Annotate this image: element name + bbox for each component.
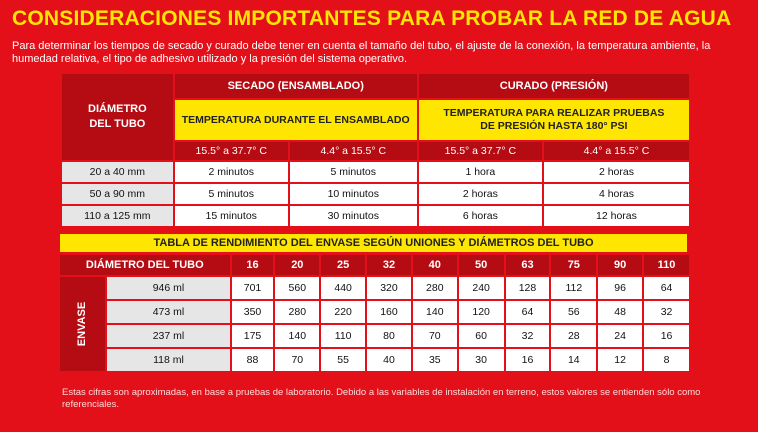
diameter-value: 25 (321, 255, 366, 275)
container-size: 946 ml (107, 277, 230, 299)
yield-cell: 140 (412, 301, 457, 323)
yield-cell: 64 (505, 301, 550, 323)
temp-range: 15.5° a 37.7° C (174, 142, 288, 160)
yield-cell: 96 (598, 277, 643, 299)
intro-paragraph: Para determinar los tiempos de secado y … (12, 40, 711, 65)
yield-cell: 60 (458, 325, 504, 347)
table-row: 237 ml 175 140 110 80 70 60 32 28 24 16 (60, 325, 689, 347)
yield-cell: 701 (231, 277, 274, 299)
diameter-value: 75 (551, 255, 597, 275)
time-cell: 10 minutos (289, 184, 417, 204)
yield-cell: 350 (231, 301, 274, 323)
page-title: CONSIDERACIONES IMPORTANTES PARA PROBAR … (12, 7, 732, 30)
table-row: 118 ml 88 70 55 40 35 30 16 14 12 8 (60, 349, 689, 371)
yield-cell: 560 (275, 277, 320, 299)
curado-header: CURADO (PRESIÓN) (418, 74, 689, 98)
drying-curing-table: DIÁMETRO DEL TUBO SECADO (ENSAMBLADO) CU… (60, 72, 691, 228)
diameter-header-row: DIÁMETRO DEL TUBO 16 20 25 32 40 50 63 7… (60, 255, 689, 275)
diameter-value: 63 (505, 255, 550, 275)
envase-label-text: ENVASE (76, 301, 89, 347)
yield-cell: 280 (412, 277, 457, 299)
yield-cell: 320 (367, 277, 411, 299)
yield-cell: 12 (598, 349, 643, 371)
yield-cell: 55 (321, 349, 366, 371)
yield-cell: 140 (275, 325, 320, 347)
footnote: Estas cifras son aproximadas, en base a … (62, 387, 701, 410)
yield-cell: 70 (412, 325, 457, 347)
time-cell: 4 horas (543, 184, 689, 204)
yield-cell: 280 (275, 301, 320, 323)
diameter-cell: 20 a 40 mm (62, 162, 173, 182)
diameter-value: 20 (275, 255, 320, 275)
yield-cell: 16 (644, 325, 689, 347)
yield-cell: 32 (505, 325, 550, 347)
temp-range: 4.4° a 15.5° C (543, 142, 689, 160)
table-row: 50 a 90 mm 5 minutos 10 minutos 2 horas … (62, 184, 689, 204)
container-size: 473 ml (107, 301, 230, 323)
table-row: 110 a 125 mm 15 minutos 30 minutos 6 hor… (62, 206, 689, 226)
table-row: 20 a 40 mm 2 minutos 5 minutos 1 hora 2 … (62, 162, 689, 182)
yield-cell: 160 (367, 301, 411, 323)
yield-cell: 28 (551, 325, 597, 347)
yield-cell: 175 (231, 325, 274, 347)
time-cell: 30 minutos (289, 206, 417, 226)
yield-diameter-header: DIÁMETRO DEL TUBO (60, 255, 230, 275)
yield-cell: 440 (321, 277, 366, 299)
time-cell: 15 minutos (174, 206, 288, 226)
yield-cell: 88 (231, 349, 274, 371)
yield-cell: 110 (321, 325, 366, 347)
yield-cell: 40 (367, 349, 411, 371)
time-cell: 2 minutos (174, 162, 288, 182)
yield-cell: 35 (412, 349, 457, 371)
yield-cell: 120 (458, 301, 504, 323)
yield-cell: 70 (275, 349, 320, 371)
yield-cell: 80 (367, 325, 411, 347)
diameter-value: 32 (367, 255, 411, 275)
diameter-value: 90 (598, 255, 643, 275)
time-cell: 5 minutos (289, 162, 417, 182)
time-cell: 1 hora (418, 162, 542, 182)
yield-cell: 8 (644, 349, 689, 371)
yield-cell: 16 (505, 349, 550, 371)
diameter-value: 16 (231, 255, 274, 275)
diameter-value: 40 (412, 255, 457, 275)
diameter-header: DIÁMETRO DEL TUBO (62, 74, 173, 160)
temp-range: 15.5° a 37.7° C (418, 142, 542, 160)
time-cell: 12 horas (543, 206, 689, 226)
diameter-cell: 110 a 125 mm (62, 206, 173, 226)
diameter-value: 110 (644, 255, 689, 275)
time-cell: 6 horas (418, 206, 542, 226)
table-row: ENVASE 946 ml 701 560 440 320 280 240 12… (60, 277, 689, 371)
yield-cell: 30 (458, 349, 504, 371)
curado-temperature-header: TEMPERATURA PARA REALIZAR PRUEBAS DE PRE… (418, 100, 689, 140)
yield-cell: 14 (551, 349, 597, 371)
yield-cell: 24 (598, 325, 643, 347)
secado-header: SECADO (ENSAMBLADO) (174, 74, 417, 98)
yield-cell: 32 (644, 301, 689, 323)
time-cell: 5 minutos (174, 184, 288, 204)
yield-cell: 128 (505, 277, 550, 299)
yield-cell: 112 (551, 277, 597, 299)
yield-cell: 220 (321, 301, 366, 323)
secado-temperature-header: TEMPERATURA DURANTE EL ENSAMBLADO (174, 100, 417, 140)
yield-table: DIÁMETRO DEL TUBO 16 20 25 32 40 50 63 7… (58, 253, 691, 373)
yield-cell: 240 (458, 277, 504, 299)
envase-label: ENVASE (60, 277, 106, 371)
container-size: 118 ml (107, 349, 230, 371)
yield-cell: 48 (598, 301, 643, 323)
diameter-cell: 50 a 90 mm (62, 184, 173, 204)
temp-range: 4.4° a 15.5° C (289, 142, 417, 160)
container-size: 237 ml (107, 325, 230, 347)
time-cell: 2 horas (418, 184, 542, 204)
table-row: 473 ml 350 280 220 160 140 120 64 56 48 … (60, 301, 689, 323)
yield-table-banner: TABLA DE RENDIMIENTO DEL ENVASE SEGÚN UN… (60, 234, 687, 252)
yield-cell: 56 (551, 301, 597, 323)
time-cell: 2 horas (543, 162, 689, 182)
diameter-value: 50 (458, 255, 504, 275)
yield-cell: 64 (644, 277, 689, 299)
